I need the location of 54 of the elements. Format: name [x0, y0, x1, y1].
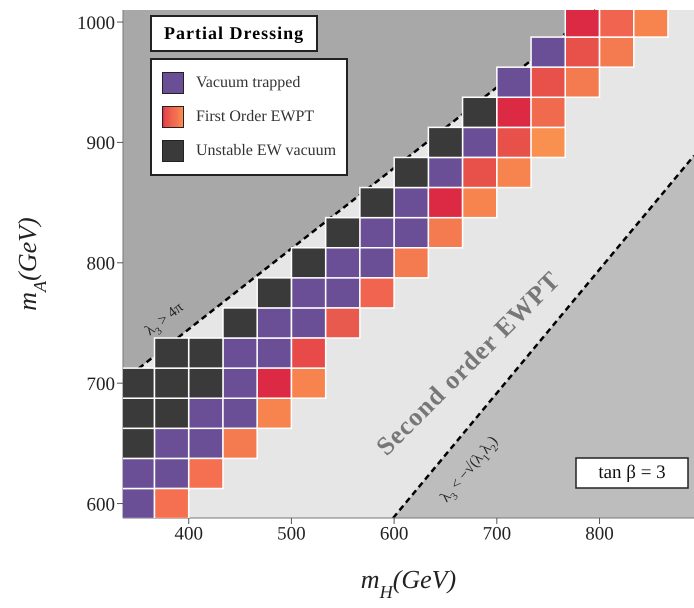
point — [393, 156, 430, 188]
legend-label: Unstable EW vacuum — [196, 142, 336, 160]
point — [188, 337, 224, 369]
point — [324, 216, 361, 248]
point — [462, 186, 498, 218]
point — [530, 96, 566, 128]
point — [222, 428, 258, 460]
point — [290, 367, 326, 399]
legend-label: Vacuum trapped — [196, 74, 300, 92]
point — [188, 458, 224, 490]
point — [462, 96, 498, 128]
point — [462, 156, 498, 188]
point — [188, 367, 224, 399]
y-tick-label: 700 — [86, 374, 115, 395]
annotation: tan β = 3 — [598, 462, 666, 484]
point — [154, 488, 190, 518]
point — [496, 156, 532, 188]
point — [154, 367, 190, 399]
legend-title: Partial Dressing — [164, 23, 304, 43]
point — [428, 186, 464, 218]
x-tick-label: 400 — [174, 523, 203, 544]
point — [564, 66, 600, 98]
x-tick-label: 800 — [585, 523, 614, 544]
point — [256, 277, 292, 309]
point — [359, 186, 395, 218]
point — [154, 397, 190, 430]
x-tick-label: 500 — [277, 523, 306, 544]
point — [496, 66, 532, 98]
y-tick-label: 900 — [86, 133, 115, 154]
point — [290, 247, 326, 279]
point — [598, 36, 635, 68]
y-tick-label: 1000 — [77, 12, 115, 34]
y-tick-label: 600 — [86, 494, 115, 516]
point — [324, 307, 361, 339]
point — [428, 216, 464, 248]
point — [530, 126, 566, 158]
x-axis-title: m$_{H}$(GeV) — [360, 565, 456, 602]
point — [222, 307, 258, 339]
point — [496, 96, 532, 128]
x-tick-label: 600 — [380, 523, 408, 544]
point — [256, 397, 292, 430]
point — [290, 337, 326, 369]
point — [393, 247, 430, 279]
point — [428, 126, 464, 158]
point — [154, 337, 190, 369]
point — [530, 36, 566, 68]
point — [256, 367, 292, 399]
x-tick-label: 700 — [482, 523, 512, 544]
point — [359, 277, 395, 309]
point — [530, 66, 566, 98]
legend-label: First Order EWPT — [196, 108, 314, 126]
point — [496, 126, 532, 158]
y-tick-label: 800 — [86, 254, 115, 275]
point — [564, 36, 600, 68]
